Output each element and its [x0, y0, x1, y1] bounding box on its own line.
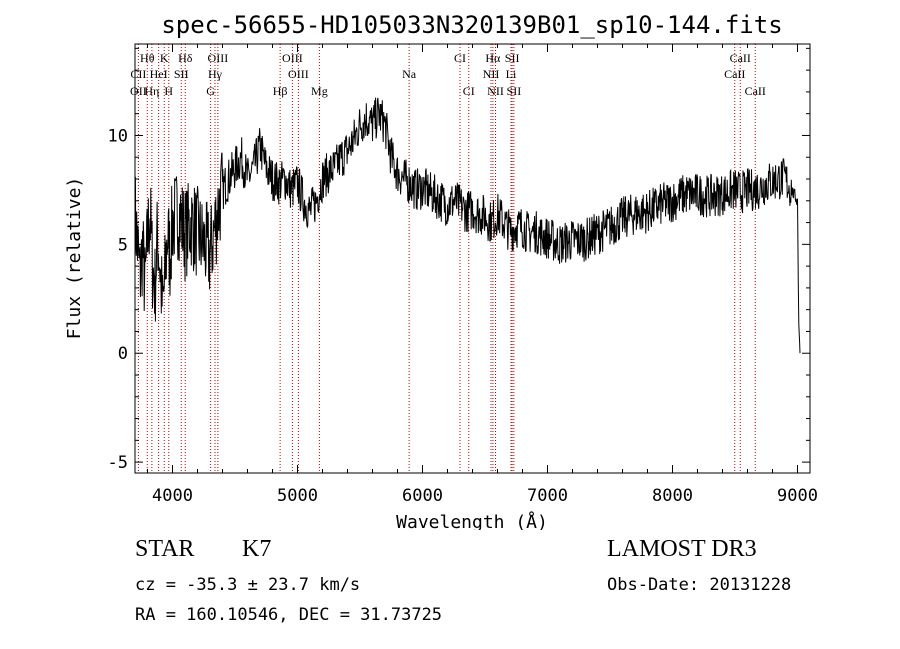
feature-label: OII — [130, 84, 147, 98]
feature-label: Hθ — [140, 51, 155, 65]
feature-label: K — [160, 51, 169, 65]
feature-label: CI — [463, 84, 475, 98]
observation-date: Obs-Date: 20131228 — [607, 575, 792, 595]
feature-label: Hη — [144, 84, 159, 98]
x-tick-label: 4000 — [152, 486, 193, 506]
x-axis-label: Wavelength (Å) — [396, 511, 548, 530]
feature-label: Hγ — [208, 67, 223, 81]
spectrum-line — [134, 97, 801, 354]
feature-label: SII — [507, 84, 522, 98]
feature-label: SII — [174, 67, 189, 81]
x-tick-label: 5000 — [277, 486, 318, 506]
feature-label-group: Hθ K Hδ OIII OIII CI Hα SII CaII CII HeI SII Hγ OIII N… — [130, 51, 766, 98]
coordinates: RA = 160.10546, DEC = 31.73725 — [135, 605, 443, 625]
feature-label: HeI — [150, 67, 168, 81]
feature-label: OIII — [208, 51, 229, 65]
feature-label: NII — [487, 84, 504, 98]
survey-name: LAMOST DR3 — [607, 536, 757, 562]
x-tick-label: 8000 — [652, 486, 693, 506]
x-axis: 4000 5000 6000 7000 8000 9000 — [147, 44, 818, 506]
y-axis: -5 0 5 10 — [108, 47, 810, 473]
feature-marker-group — [137, 44, 756, 473]
x-tick-label: 7000 — [527, 486, 568, 506]
feature-label: Na — [402, 67, 417, 81]
y-axis-label: Flux (relative) — [64, 177, 85, 340]
y-tick-label: 5 — [118, 235, 128, 255]
object-subclass: K7 — [242, 536, 272, 562]
y-tick-label: 0 — [118, 344, 128, 364]
feature-label: NII — [483, 67, 500, 81]
feature-label: CII — [130, 67, 146, 81]
feature-label: Li — [506, 67, 517, 81]
x-tick-label: 9000 — [777, 486, 818, 506]
feature-label: CaII — [730, 51, 751, 65]
chart-title: spec-56655-HD105033N320139B01_sp10-144.f… — [161, 11, 782, 39]
feature-label: H — [164, 84, 173, 98]
plot-frame — [134, 43, 811, 474]
y-tick-label: -5 — [108, 453, 128, 473]
feature-label: SII — [505, 51, 520, 65]
feature-label: Hβ — [273, 84, 288, 98]
feature-label: G — [206, 84, 215, 98]
redshift-velocity: cz = -35.3 ± 23.7 km/s — [135, 575, 361, 595]
feature-label: OIII — [288, 67, 309, 81]
feature-label: CI — [454, 51, 466, 65]
feature-label: Hδ — [178, 51, 193, 65]
object-class: STAR — [135, 536, 195, 562]
feature-label: CaII — [745, 84, 766, 98]
feature-label: Hα — [485, 51, 501, 65]
y-tick-label: 10 — [108, 126, 128, 146]
spectrum-chart: spec-56655-HD105033N320139B01_sp10-144.f… — [64, 11, 818, 530]
feature-label: OIII — [282, 51, 303, 65]
feature-label: Mg — [311, 84, 328, 98]
feature-label: CaII — [724, 67, 745, 81]
x-tick-label: 6000 — [402, 486, 443, 506]
